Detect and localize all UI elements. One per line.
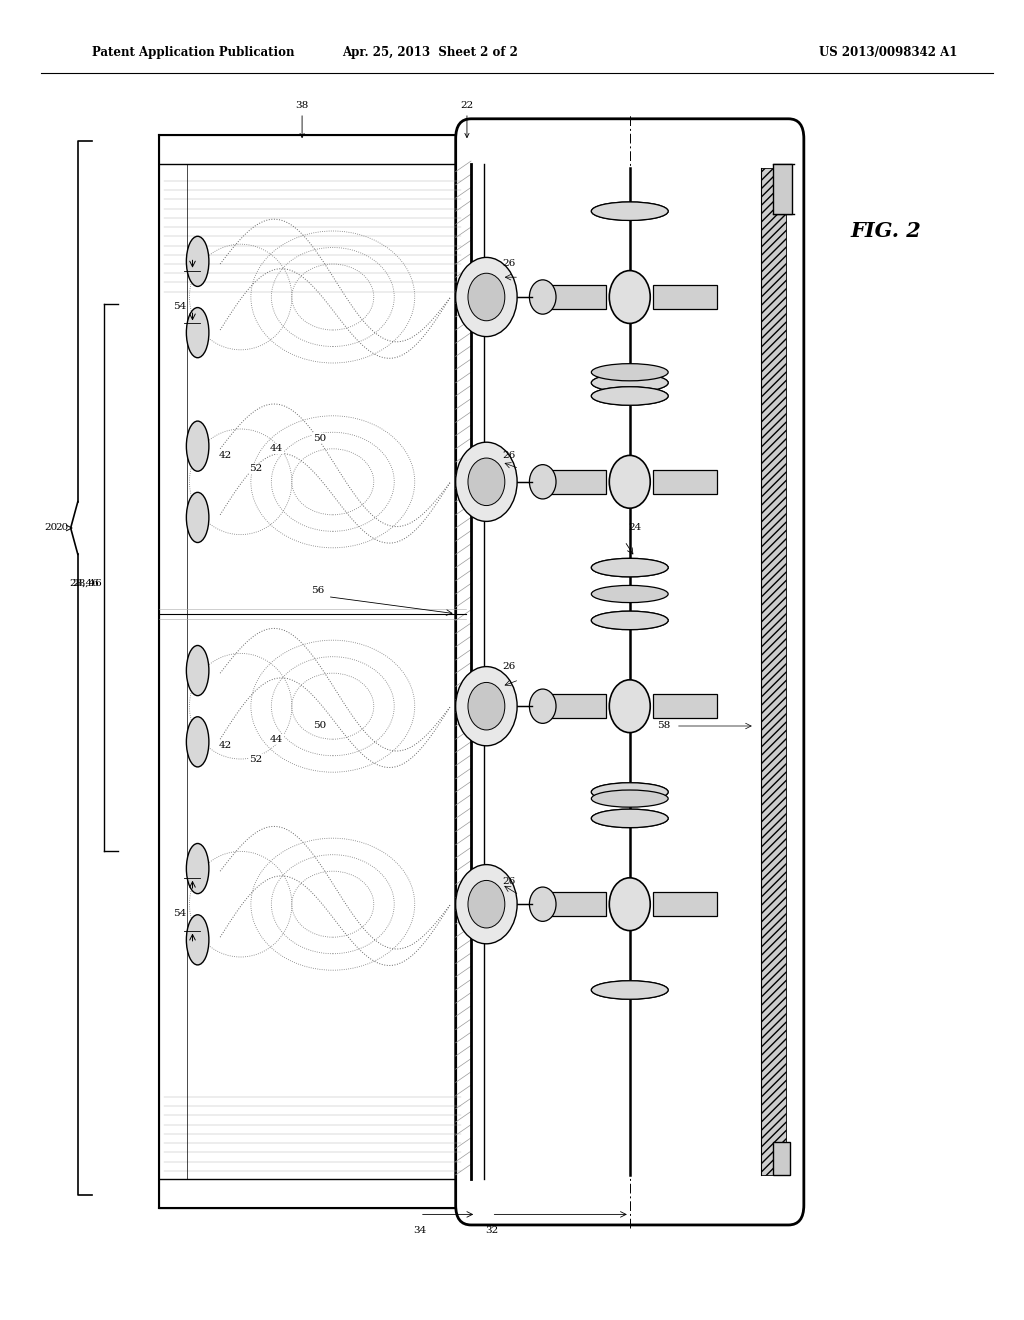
- Text: 34: 34: [414, 1226, 426, 1234]
- Circle shape: [609, 878, 650, 931]
- Text: US 2013/0098342 A1: US 2013/0098342 A1: [819, 46, 957, 59]
- Text: 44: 44: [270, 735, 283, 743]
- Text: 28,46: 28,46: [72, 579, 102, 587]
- Bar: [653, 285, 717, 309]
- Circle shape: [529, 280, 556, 314]
- Text: FIG. 2: FIG. 2: [850, 220, 922, 242]
- Circle shape: [468, 682, 505, 730]
- Ellipse shape: [186, 308, 209, 358]
- Text: 42: 42: [219, 742, 231, 750]
- Bar: [653, 470, 717, 494]
- Text: 32: 32: [485, 1226, 498, 1234]
- Circle shape: [456, 442, 517, 521]
- Circle shape: [609, 455, 650, 508]
- Text: 50: 50: [313, 434, 326, 442]
- Text: 38: 38: [296, 102, 308, 137]
- Text: 52: 52: [250, 465, 262, 473]
- Ellipse shape: [592, 981, 668, 999]
- Ellipse shape: [592, 558, 668, 577]
- Text: 56: 56: [311, 586, 324, 594]
- Ellipse shape: [186, 717, 209, 767]
- Ellipse shape: [186, 645, 209, 696]
- Text: 52: 52: [250, 755, 262, 763]
- Ellipse shape: [592, 202, 668, 220]
- Text: 26: 26: [503, 878, 515, 886]
- Ellipse shape: [592, 611, 668, 630]
- Ellipse shape: [186, 915, 209, 965]
- Text: 52: 52: [250, 465, 262, 473]
- Bar: [761, 168, 786, 1175]
- Ellipse shape: [592, 558, 668, 577]
- Bar: [773, 164, 792, 214]
- Circle shape: [529, 465, 556, 499]
- Text: 24: 24: [629, 524, 641, 532]
- Circle shape: [456, 667, 517, 746]
- Circle shape: [468, 880, 505, 928]
- Text: 20: 20: [45, 524, 57, 532]
- Ellipse shape: [592, 809, 668, 828]
- FancyBboxPatch shape: [456, 119, 804, 1225]
- Text: 44: 44: [270, 445, 283, 453]
- Circle shape: [609, 680, 650, 733]
- Ellipse shape: [592, 809, 668, 828]
- Ellipse shape: [592, 981, 668, 999]
- Text: 42: 42: [219, 742, 231, 750]
- Ellipse shape: [186, 421, 209, 471]
- Ellipse shape: [592, 611, 668, 630]
- Circle shape: [529, 887, 556, 921]
- Bar: [543, 285, 606, 309]
- Circle shape: [468, 458, 505, 506]
- Text: 20: 20: [55, 524, 68, 532]
- Ellipse shape: [186, 236, 209, 286]
- Text: 54: 54: [173, 302, 185, 310]
- Circle shape: [456, 257, 517, 337]
- Text: 52: 52: [250, 755, 262, 763]
- Text: Patent Application Publication: Patent Application Publication: [92, 46, 295, 59]
- Ellipse shape: [186, 492, 209, 543]
- Ellipse shape: [186, 843, 209, 894]
- Text: Apr. 25, 2013  Sheet 2 of 2: Apr. 25, 2013 Sheet 2 of 2: [342, 46, 518, 59]
- Bar: [543, 470, 606, 494]
- Bar: [773, 1142, 790, 1175]
- Ellipse shape: [592, 202, 668, 220]
- Ellipse shape: [592, 374, 668, 392]
- Circle shape: [456, 865, 517, 944]
- Text: 50: 50: [313, 722, 326, 730]
- Text: 44: 44: [270, 735, 283, 743]
- Text: 22: 22: [461, 102, 473, 137]
- Ellipse shape: [592, 783, 668, 801]
- Ellipse shape: [592, 789, 668, 808]
- Ellipse shape: [592, 363, 668, 381]
- Ellipse shape: [592, 585, 668, 602]
- Bar: [653, 694, 717, 718]
- Circle shape: [529, 689, 556, 723]
- Bar: [159, 1179, 794, 1208]
- Text: 28,46: 28,46: [69, 579, 99, 587]
- Circle shape: [609, 271, 650, 323]
- Ellipse shape: [592, 783, 668, 801]
- Text: 26: 26: [503, 663, 515, 671]
- Text: 54: 54: [173, 909, 185, 917]
- Text: 44: 44: [270, 445, 283, 453]
- Text: 42: 42: [219, 451, 231, 459]
- Bar: [159, 135, 794, 164]
- Text: 42: 42: [219, 451, 231, 459]
- Ellipse shape: [592, 387, 668, 405]
- Bar: [159, 135, 466, 1208]
- Bar: [543, 892, 606, 916]
- Text: 26: 26: [503, 451, 515, 459]
- Ellipse shape: [592, 387, 668, 405]
- Text: 26: 26: [503, 260, 515, 268]
- Circle shape: [468, 273, 505, 321]
- Text: 58: 58: [657, 722, 670, 730]
- Text: 50: 50: [313, 434, 326, 442]
- Ellipse shape: [592, 374, 668, 392]
- Bar: [543, 694, 606, 718]
- Text: 50: 50: [313, 722, 326, 730]
- Bar: [653, 892, 717, 916]
